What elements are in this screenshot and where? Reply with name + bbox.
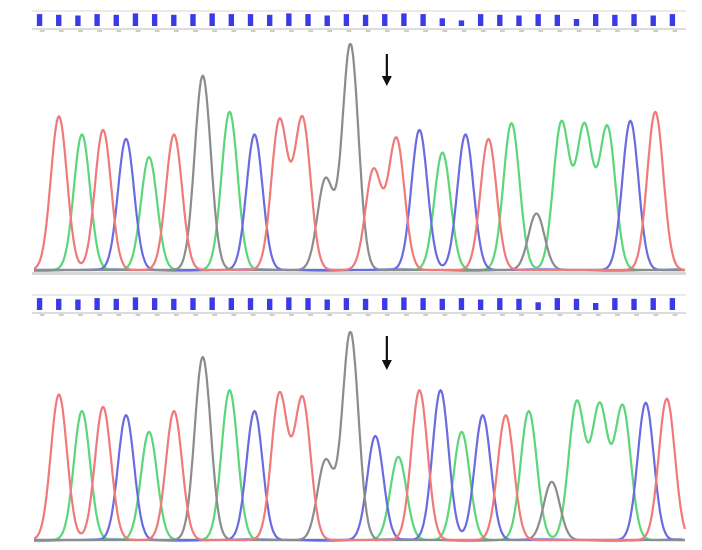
quality-bar (401, 297, 407, 310)
quality-bar (75, 299, 81, 310)
chromatogram-top-plot (32, 10, 686, 275)
quality-bar (573, 19, 580, 26)
quality-bar (228, 14, 235, 26)
trace-C (33, 389, 686, 542)
quality-bar (650, 15, 656, 26)
quality-bar (477, 299, 484, 310)
quality-bar (190, 14, 196, 26)
quality-bar (573, 298, 580, 310)
quality-bar (362, 14, 369, 26)
quality-bar (343, 298, 350, 310)
quality-bar (266, 14, 273, 26)
quality-bar (343, 14, 350, 26)
quality-bar (286, 297, 292, 310)
quality-bar (151, 298, 158, 310)
quality-bar (612, 298, 618, 310)
quality-bar-strip (32, 294, 686, 316)
quality-bar (151, 14, 158, 26)
chromatogram-bottom (0, 288, 702, 550)
quality-bar (516, 15, 522, 26)
quality-bar (113, 298, 119, 310)
panel-separator (32, 272, 686, 275)
quality-bar (554, 14, 561, 26)
quality-bar (669, 298, 676, 310)
chromatogram-bottom-plot (32, 294, 687, 543)
trace-T (33, 110, 686, 272)
down-arrow-icon (381, 336, 392, 370)
quality-bar (631, 298, 637, 310)
quality-bar (382, 14, 388, 26)
quality-bar (458, 298, 465, 310)
quality-bar (94, 14, 100, 26)
quality-bar (382, 298, 388, 310)
quality-bar (94, 298, 100, 310)
quality-bar (401, 13, 407, 26)
quality-bar (516, 298, 522, 310)
quality-bar (592, 14, 599, 26)
quality-bar (36, 14, 43, 26)
quality-bar (324, 15, 330, 26)
quality-bar (132, 13, 139, 26)
quality-bar (535, 302, 541, 310)
quality-bar (56, 298, 62, 310)
quality-bar (75, 15, 81, 26)
quality-bar (132, 297, 139, 310)
quality-bar (247, 298, 254, 310)
quality-bar (554, 298, 561, 310)
chromatogram-top (32, 10, 686, 275)
down-arrow-icon (381, 54, 392, 86)
quality-bar (209, 297, 215, 310)
quality-bar (420, 298, 426, 310)
quality-bar (286, 13, 292, 26)
quality-bar (612, 14, 618, 26)
quality-bar (420, 14, 426, 26)
quality-bar (631, 14, 637, 26)
quality-bar (36, 298, 43, 310)
quality-bar (497, 298, 503, 310)
quality-bar (592, 303, 599, 310)
quality-bar (305, 298, 311, 310)
quality-bar-strip (32, 10, 686, 32)
quality-bar (669, 14, 676, 26)
quality-bar (324, 299, 330, 310)
quality-bar (190, 298, 196, 310)
trace-G (33, 42, 686, 272)
quality-bar (305, 14, 311, 26)
quality-bar (113, 14, 119, 26)
quality-bar (247, 14, 254, 26)
quality-bar (171, 298, 177, 310)
quality-bar (497, 14, 503, 26)
trace-A (33, 389, 686, 542)
trace-T (33, 389, 687, 542)
quality-bar (171, 14, 177, 26)
quality-bar (650, 298, 656, 310)
quality-bar (56, 14, 62, 26)
quality-bar (209, 13, 215, 26)
quality-bar (439, 298, 445, 310)
quality-bar (266, 298, 273, 310)
quality-bar (439, 18, 445, 26)
quality-bar (535, 14, 541, 26)
quality-bar (228, 298, 235, 310)
quality-bar (458, 20, 465, 26)
quality-bar (477, 14, 484, 26)
quality-bar (362, 298, 369, 310)
